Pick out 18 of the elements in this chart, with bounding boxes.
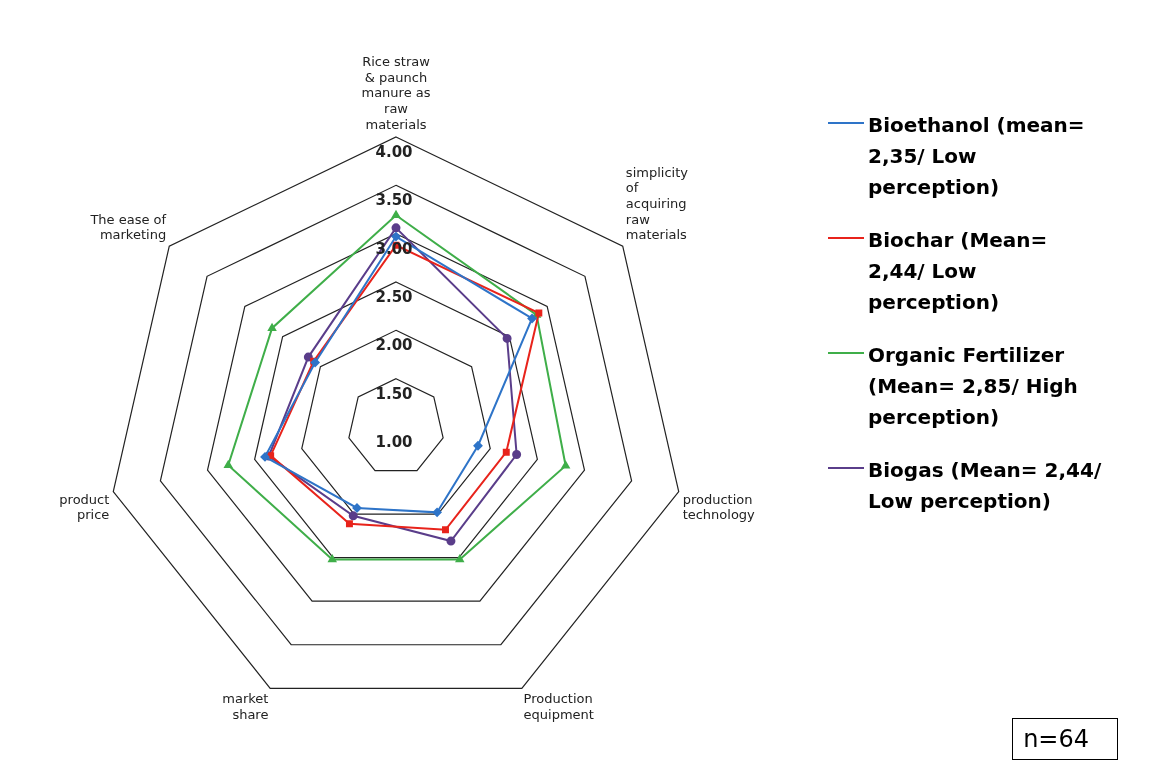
y-tick-label: 1.00 — [375, 432, 413, 451]
legend-label: Organic Fertilizer (Mean= 2,85/ High perception) — [868, 341, 1079, 431]
spoke-label: production technology — [682, 491, 756, 523]
spoke-label: Production equipment — [523, 691, 594, 722]
legend-label: Biogas (Mean= 2,44/ Low perception) — [868, 456, 1103, 515]
spoke-label: simplicity of acquiring raw materials — [625, 164, 689, 243]
y-tick-label: 1.50 — [375, 384, 413, 403]
spoke-label: product price — [59, 491, 110, 523]
y-tick-label: 3.50 — [375, 191, 413, 210]
y-tick-label: 2.50 — [375, 287, 413, 306]
spoke-label: The ease of marketing — [89, 211, 167, 243]
legend-label: Bioethanol (mean= 2,35/ Low perception) — [868, 111, 1086, 201]
spoke-label: Rice straw & paunch manure as raw materials — [361, 54, 431, 132]
text: n=64 — [1012, 718, 1118, 760]
y-tick-label: 2.00 — [375, 336, 413, 355]
legend-label: Biochar (Mean= 2,44/ Low perception) — [868, 226, 1049, 316]
y-tick-label: 4.00 — [375, 142, 413, 161]
spoke-label: market share — [222, 691, 269, 722]
